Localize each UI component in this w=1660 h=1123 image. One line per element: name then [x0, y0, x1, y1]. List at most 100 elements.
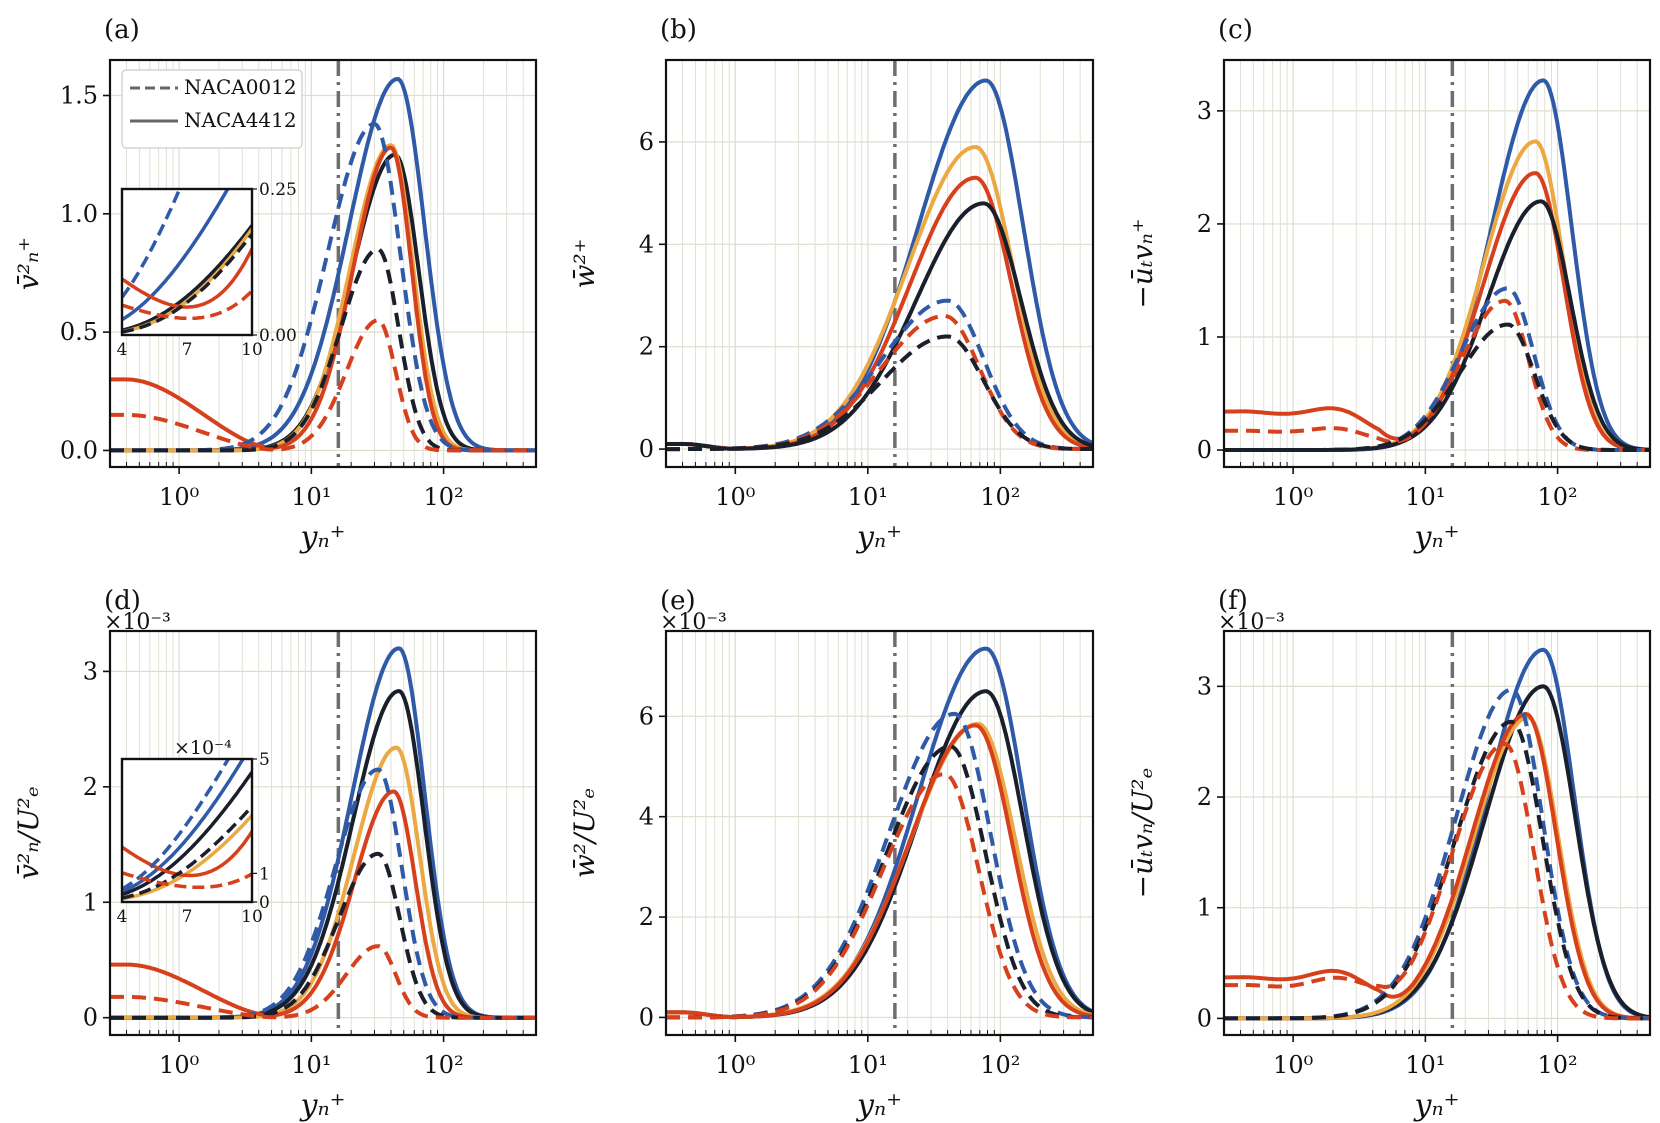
- panel-label: (e): [660, 586, 696, 616]
- series-line-black-dashed: [1224, 322, 1650, 452]
- inset-series-line-black-solid: [122, 224, 252, 332]
- inset-background: [122, 189, 252, 335]
- x-tick-label: 10¹: [848, 1051, 888, 1079]
- x-tick-label: 10⁰: [159, 483, 199, 511]
- inset-series-group: [122, 759, 252, 901]
- inset-a: 4 7 100.00 0.25: [117, 180, 297, 360]
- x-tick-label: 10⁰: [159, 1051, 199, 1079]
- y-tick-label: 6: [639, 702, 654, 730]
- series-group-c: [1224, 78, 1650, 452]
- series-line-red-dashed: [110, 318, 536, 453]
- x-axis-label: yₙ⁺: [1413, 1088, 1460, 1123]
- panel-c: 10⁰ 10¹ 10² 0 1 2 3 (c) yₙ⁺ −ūₜvₙ⁺: [1126, 15, 1652, 555]
- axis-multiplier: ×10⁻³: [1218, 610, 1285, 635]
- panel-label: (f): [1218, 586, 1248, 616]
- series-line-black-dashed: [1224, 719, 1650, 1021]
- y-tick-label: 1.5: [60, 81, 98, 109]
- y-tick-label: 0: [1197, 1004, 1212, 1032]
- inset-series-line-red-solid: [122, 247, 252, 309]
- series-line-orange-solid: [666, 145, 1093, 451]
- series-line-black-solid: [666, 201, 1093, 451]
- x-tick-label: 10¹: [291, 483, 331, 511]
- y-tick-label: 0: [639, 435, 654, 463]
- y-tick-label: 4: [639, 803, 654, 831]
- series-line-black-dashed: [666, 744, 1093, 1020]
- axes-frame: [1222, 58, 1652, 469]
- series-group-b: [666, 78, 1093, 452]
- y-tick-label: 2: [1197, 783, 1212, 811]
- inset-series-line-blue-solid: [122, 189, 230, 322]
- x-tick-label: 10⁰: [1273, 483, 1313, 511]
- series-line-blue-solid: [1224, 647, 1650, 1021]
- axes-frame: [664, 58, 1095, 469]
- inset-y-tick-label: 0.00: [259, 326, 297, 346]
- y-axis-label: w̄²⁺: [568, 239, 601, 289]
- x-axis-label: yₙ⁺: [855, 1088, 902, 1123]
- x-tick-label: 10²: [980, 1051, 1020, 1079]
- y-tick-label: 0.0: [60, 436, 98, 464]
- y-tick-label: 0.5: [60, 318, 98, 346]
- x-tick-label: 10²: [1537, 483, 1577, 511]
- series-group-a: [110, 77, 536, 453]
- inset-frame: [120, 187, 254, 337]
- x-tick-label: 10¹: [848, 483, 888, 511]
- inset-series-line-black-solid: [122, 771, 252, 897]
- x-tick-label: 10²: [423, 1051, 463, 1079]
- x-tick-label: 10¹: [291, 1051, 331, 1079]
- x-tick-label: 10⁰: [715, 483, 755, 511]
- y-tick-label: 2: [83, 773, 98, 801]
- y-axis-label: v̄²ₙ/U²ₑ: [12, 786, 45, 880]
- legend-label: NACA0012: [184, 75, 297, 99]
- panel-e: 10⁰ 10¹ 10² 0 2 4 6 (e)×10⁻³ yₙ⁺ w̄²/U²ₑ: [568, 586, 1095, 1123]
- panel-label: (a): [104, 15, 140, 45]
- inset-series-line-red-dashed: [122, 871, 252, 890]
- y-axis-label: −ūₜvₙ⁺: [1126, 218, 1159, 308]
- axis-multiplier: ×10⁻³: [104, 610, 171, 635]
- series-line-black-dashed: [666, 334, 1093, 452]
- axes-frame: [108, 629, 538, 1037]
- y-tick-label: 0: [639, 1003, 654, 1031]
- series-line-blue-dashed: [666, 711, 1093, 1020]
- panel-label: (b): [660, 15, 697, 45]
- x-tick-label: 10⁰: [715, 1051, 755, 1079]
- series-line-red-dashed: [1224, 741, 1650, 1021]
- y-tick-label: 1: [1197, 894, 1212, 922]
- x-tick-label: 10¹: [1405, 1051, 1445, 1079]
- panel-label: (c): [1218, 15, 1253, 45]
- inset-x-tick-label: 10: [241, 907, 263, 927]
- x-tick-label: 10²: [1537, 1051, 1577, 1079]
- x-axis-label: yₙ⁺: [299, 520, 346, 555]
- y-tick-label: 4: [639, 230, 654, 258]
- inset-x-tick-label: 7: [182, 340, 193, 360]
- panel-b: 10⁰ 10¹ 10² 0 2 4 6 (b) yₙ⁺ w̄²⁺: [568, 15, 1095, 555]
- inset-series-line-black-dashed: [122, 805, 252, 900]
- y-tick-label: 0: [83, 1004, 98, 1032]
- y-tick-label: 2: [1197, 210, 1212, 238]
- inset-series-line-blue-dashed: [122, 759, 231, 891]
- panel-f: 10⁰ 10¹ 10² 0 1 2 3 (f)×10⁻³ yₙ⁺ −ūₜvₙ/U²ₑ: [1126, 586, 1652, 1123]
- x-tick-label: 10⁰: [1273, 1051, 1313, 1079]
- axes-frame: [108, 58, 538, 469]
- x-axis-label: yₙ⁺: [855, 520, 902, 555]
- inset-y-tick-label: 5: [259, 750, 270, 770]
- x-tick-label: 10²: [980, 483, 1020, 511]
- x-tick-label: 10²: [423, 483, 463, 511]
- inset-series-line-red-solid: [122, 830, 252, 878]
- inset-multiplier: ×10⁻⁴: [174, 737, 232, 759]
- series-line-red-dashed: [666, 772, 1093, 1020]
- axes-frame: [1222, 629, 1652, 1037]
- series-line-red-solid: [666, 175, 1093, 451]
- inset-y-tick-label: 0: [259, 893, 270, 913]
- y-axis-label: −ūₜvₙ/U²ₑ: [1126, 768, 1159, 899]
- x-tick-label: 10¹: [1405, 483, 1445, 511]
- series-group-d: [110, 646, 536, 1020]
- y-axis-label: v̄²ₙ⁺: [12, 237, 45, 290]
- inset-series-line-orange-solid: [122, 814, 252, 901]
- y-tick-label: 0: [1197, 436, 1212, 464]
- series-line-red-dashed: [110, 944, 536, 1020]
- inset-d: 4 7 100 1 5 ×10⁻⁴: [117, 737, 270, 927]
- inset-series-line-black-dashed: [122, 233, 252, 334]
- x-axis-label: yₙ⁺: [1413, 520, 1460, 555]
